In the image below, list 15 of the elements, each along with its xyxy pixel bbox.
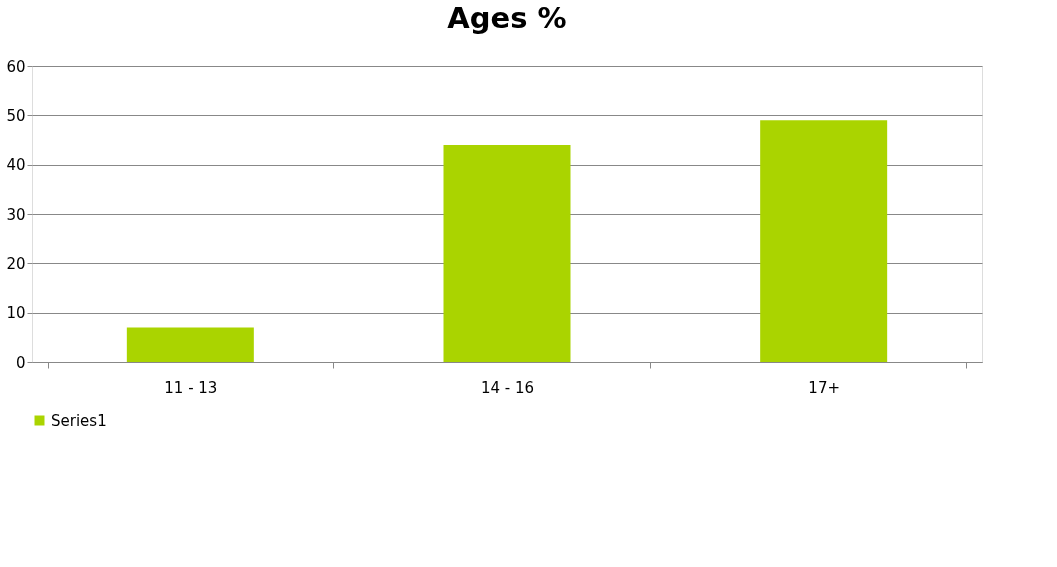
y-tick-label: 30 [6,205,26,224]
y-tick-label: 40 [6,156,26,175]
legend-label: Series1 [51,411,107,430]
y-tick-label: 20 [6,254,26,273]
y-tick-label: 50 [6,106,26,125]
chart-title: Ages % [447,1,567,35]
y-tick-label: 60 [6,57,26,76]
y-tick-label: 10 [6,304,26,323]
bar [443,144,571,362]
x-tick-label: 11 - 13 [164,378,218,397]
x-tick-label: 17+ [808,378,840,397]
bar [126,327,254,362]
y-tick-label: 0 [15,353,26,372]
x-tick-label: 14 - 16 [480,378,535,397]
bar [760,120,888,362]
